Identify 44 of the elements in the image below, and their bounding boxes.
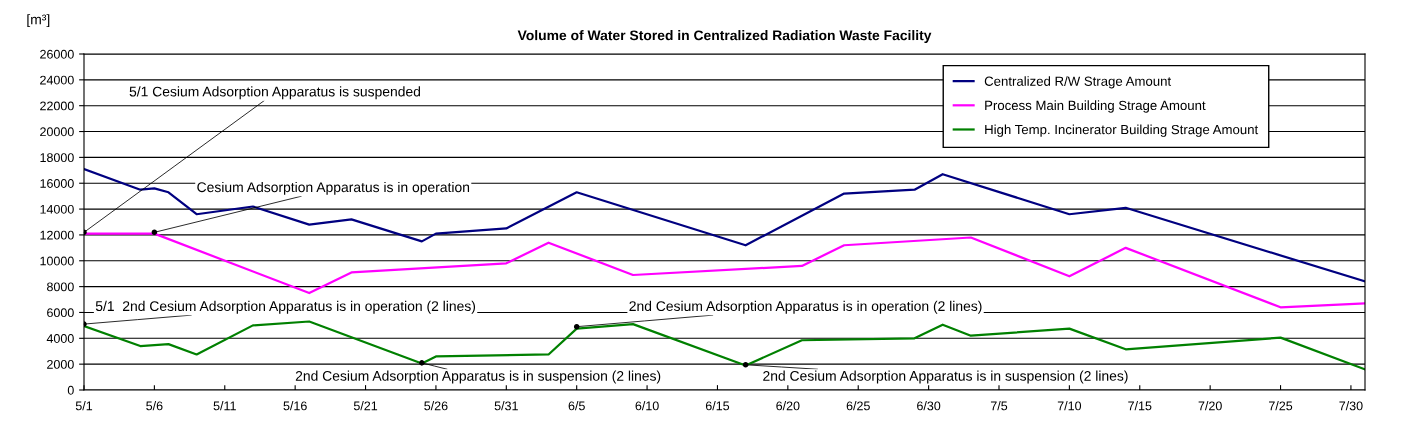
y-tick-label: 22000 xyxy=(40,101,74,111)
x-tick-label: 5/11 xyxy=(213,401,236,411)
y-tick-label: 20000 xyxy=(40,127,74,137)
x-tick-label: 7/10 xyxy=(1057,401,1082,411)
x-tick-label: 7/15 xyxy=(1128,401,1152,411)
x-tick-label: 6/20 xyxy=(776,401,800,411)
chart-title: Volume of Water Stored in Centralized Radiation Waste Facility xyxy=(517,30,932,43)
annotation: Cesium Adsorption Apparatus is in operation xyxy=(197,181,470,195)
y-tick-label: 2000 xyxy=(47,359,74,369)
x-tick-label: 6/5 xyxy=(568,401,585,411)
y-tick-label: 10000 xyxy=(40,256,74,266)
x-tick-label: 7/30 xyxy=(1339,401,1363,411)
annotation: 5/1 2nd Cesium Adsorption Apparatus is in operation (2 lines) xyxy=(95,300,476,314)
x-tick-label: 5/1 xyxy=(75,401,93,411)
x-tick-label: 6/30 xyxy=(917,401,941,411)
y-tick-label: 18000 xyxy=(40,153,74,163)
y-tick-label: 14000 xyxy=(40,204,74,214)
x-tick-label: 6/25 xyxy=(846,401,870,411)
legend-label: Centralized R/W Strage Amount xyxy=(984,76,1172,89)
y-tick-label: 26000 xyxy=(40,49,74,59)
x-tick-label: 6/15 xyxy=(705,401,730,411)
x-tick-label: 5/31 xyxy=(494,401,518,411)
x-tick-label: 6/10 xyxy=(635,401,659,411)
x-tick-label: 5/16 xyxy=(283,401,307,411)
x-tick-label: 5/26 xyxy=(424,401,448,411)
annotation: 2nd Cesium Adsorption Apparatus is in suspension (2 lines) xyxy=(763,370,1128,384)
annotation: 2nd Cesium Adsorption Apparatus is in operation (2 lines) xyxy=(629,300,982,314)
annotation: 5/1 Cesium Adsorption Apparatus is suspended xyxy=(129,86,421,100)
y-tick-label: 0 xyxy=(67,385,74,395)
y-tick-label: 16000 xyxy=(40,179,74,188)
x-tick-label: 5/21 xyxy=(353,401,378,411)
annotation: 2nd Cesium Adsorption Apparatus is in suspension (2 lines) xyxy=(295,370,661,384)
x-tick-label: 5/6 xyxy=(146,401,163,411)
x-tick-label: 7/20 xyxy=(1198,401,1222,411)
y-tick-label: 6000 xyxy=(47,308,74,318)
y-tick-label: 8000 xyxy=(47,282,74,292)
legend-label: High Temp. Incinerator Building Strage Amount xyxy=(985,124,1259,137)
x-tick-label: 7/5 xyxy=(990,401,1008,411)
y-axis-title: [m³] xyxy=(27,14,50,28)
y-tick-label: 24000 xyxy=(40,75,74,85)
legend-label: Process Main Building Strage Amount xyxy=(985,100,1206,113)
y-tick-label: 12000 xyxy=(40,230,74,240)
y-tick-label: 4000 xyxy=(46,334,74,343)
x-tick-label: 7/25 xyxy=(1269,401,1293,411)
